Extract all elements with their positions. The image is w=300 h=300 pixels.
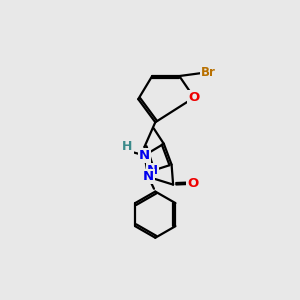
Text: O: O bbox=[188, 91, 200, 104]
Text: O: O bbox=[187, 177, 198, 190]
Text: Br: Br bbox=[201, 66, 215, 79]
Text: N: N bbox=[147, 164, 158, 177]
Text: N: N bbox=[143, 170, 154, 183]
Text: N: N bbox=[139, 149, 150, 162]
Text: H: H bbox=[122, 140, 133, 153]
